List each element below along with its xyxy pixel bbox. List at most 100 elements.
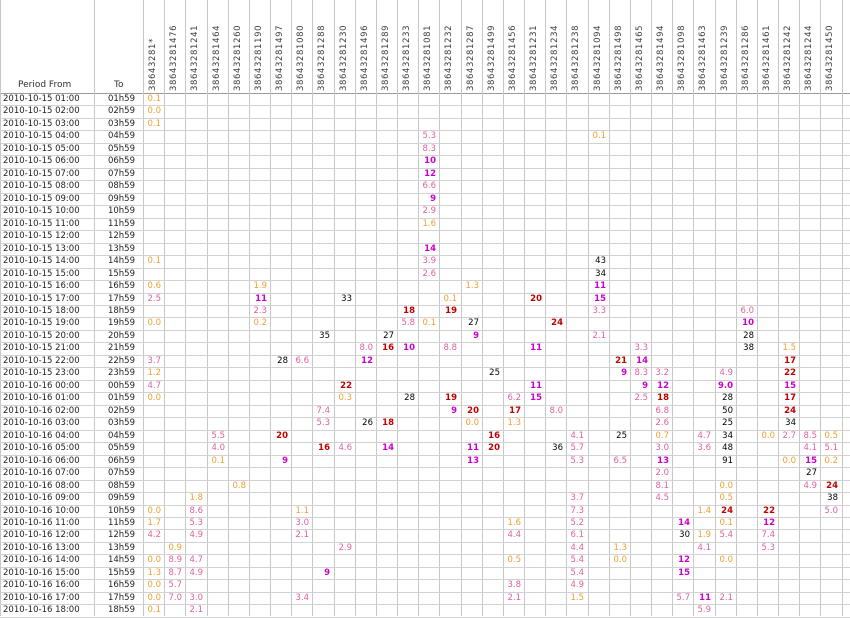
value-cell: 4.9: [719, 368, 733, 378]
value-cell: 2.9: [338, 543, 352, 553]
row-period-to: 17h59: [107, 593, 135, 603]
value-cell: 4.1: [697, 543, 711, 553]
grid-vline: [693, 0, 694, 616]
grid-hline: [0, 143, 850, 144]
value-cell: 4.4: [507, 530, 521, 540]
grid-vline: [715, 0, 716, 616]
row-period-from: 2010-10-15 02:00: [3, 106, 80, 116]
value-cell: 15: [678, 568, 690, 578]
value-cell: 9: [473, 331, 479, 341]
value-cell: 4.9: [803, 481, 817, 491]
value-cell: 25: [489, 368, 500, 378]
value-cell: 26: [362, 418, 373, 428]
row-period-to: 07h59: [107, 169, 135, 179]
value-cell: 2.9: [422, 206, 436, 216]
column-header: 38643281080: [296, 24, 306, 91]
grid-hline: [0, 442, 850, 443]
row-period-to: 01h59: [107, 393, 135, 403]
column-header: 38643281241: [190, 24, 200, 91]
value-cell: 22: [763, 506, 775, 516]
grid-hline: [0, 180, 850, 181]
column-header: 38643281260: [233, 24, 243, 91]
value-cell: 5.3: [422, 131, 436, 141]
value-cell: 18: [382, 418, 394, 428]
grid-hline: [0, 330, 850, 331]
grid-vline: [651, 0, 652, 616]
value-cell: 9: [282, 456, 288, 466]
value-cell: 0.0: [613, 555, 627, 565]
value-cell: 6.5: [613, 456, 627, 466]
value-cell: 4.7: [147, 381, 161, 391]
value-cell: 0.3: [338, 393, 352, 403]
value-cell: 5.4: [570, 568, 584, 578]
value-cell: 1.3: [507, 418, 521, 428]
value-cell: 0.5: [719, 493, 733, 503]
value-cell: 0.0: [147, 593, 161, 603]
row-period-to: 00h59: [107, 381, 135, 391]
value-cell: 5.0: [824, 506, 838, 516]
row-period-from: 2010-10-15 08:00: [3, 181, 80, 191]
value-cell: 3.0: [295, 518, 309, 528]
value-cell: 0.1: [147, 94, 161, 104]
grid-hline: [0, 280, 850, 281]
grid-hline: [0, 305, 850, 306]
value-cell: 3.7: [570, 493, 584, 503]
value-cell: 34: [722, 431, 733, 441]
value-cell: 5.4: [570, 555, 584, 565]
value-cell: 11: [530, 381, 542, 391]
value-cell: 18: [657, 393, 669, 403]
value-cell: 3.2: [655, 368, 669, 378]
value-cell: 9: [430, 194, 436, 204]
value-cell: 0.0: [147, 580, 161, 590]
column-header: 38643281*: [148, 38, 158, 91]
grid-vline: [418, 0, 419, 616]
value-cell: 8.0: [359, 343, 373, 353]
row-period-to: 08h59: [107, 481, 135, 491]
row-period-from: 2010-10-15 13:00: [3, 244, 80, 254]
value-cell: 5.3: [570, 456, 584, 466]
row-period-to: 20h59: [107, 331, 135, 341]
row-period-to: 23h59: [107, 368, 135, 378]
value-cell: 0.6: [147, 281, 161, 291]
row-period-to: 03h59: [107, 119, 135, 129]
value-cell: 4.7: [697, 431, 711, 441]
value-cell: 0.5: [824, 431, 838, 441]
grid-hline: [0, 243, 850, 244]
value-cell: 4.1: [803, 443, 817, 453]
column-header: 38643281098: [677, 24, 687, 91]
grid-vline: [672, 0, 673, 616]
grid-hline: [0, 604, 850, 605]
row-period-to: 12h59: [107, 530, 135, 540]
value-cell: 0.2: [824, 456, 838, 466]
column-header: 38643281476: [169, 24, 179, 91]
value-cell: 28: [722, 393, 733, 403]
row-period-from: 2010-10-16 13:00: [3, 543, 80, 553]
value-cell: 5.3: [189, 518, 203, 528]
row-period-from: 2010-10-15 12:00: [3, 231, 80, 241]
value-cell: 5.8: [401, 318, 415, 328]
row-period-to: 18h59: [107, 605, 135, 615]
row-period-from: 2010-10-16 12:00: [3, 530, 80, 540]
row-period-to: 08h59: [107, 181, 135, 191]
row-period-to: 15h59: [107, 568, 135, 578]
row-period-to: 16h59: [107, 580, 135, 590]
value-cell: 5.5: [211, 431, 225, 441]
value-cell: 4.9: [570, 580, 584, 590]
value-cell: 1.1: [295, 506, 309, 516]
value-cell: 13: [467, 456, 479, 466]
value-cell: 9: [324, 568, 330, 578]
column-header: 38643281494: [656, 24, 666, 91]
row-period-to: 03h59: [107, 418, 135, 428]
value-cell: 2.6: [422, 269, 436, 279]
value-cell: 15: [530, 393, 542, 403]
value-cell: 9.0: [717, 381, 733, 391]
row-period-from: 2010-10-16 03:00: [3, 418, 80, 428]
value-cell: 24: [721, 506, 733, 516]
grid-vline: [757, 0, 758, 616]
grid-vline: [312, 0, 313, 616]
row-period-to: 17h59: [107, 294, 135, 304]
value-cell: 4.4: [570, 543, 584, 553]
row-period-to: 15h59: [107, 269, 135, 279]
value-cell: 0.0: [147, 393, 161, 403]
grid-hline: [0, 417, 850, 418]
